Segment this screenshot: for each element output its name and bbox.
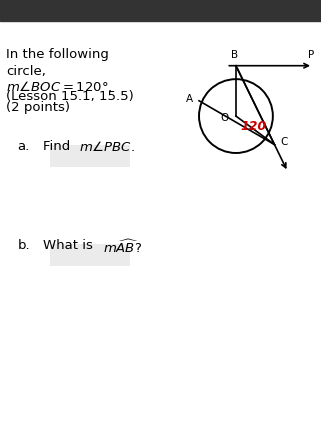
Bar xyxy=(0,0,321,21)
Text: What is: What is xyxy=(43,239,98,252)
Text: a.: a. xyxy=(18,140,30,153)
Text: B: B xyxy=(231,50,238,60)
Text: P: P xyxy=(308,50,314,60)
Text: Find: Find xyxy=(43,140,75,153)
Text: C: C xyxy=(280,138,288,147)
Text: $m\angle BOC = 120°.$: $m\angle BOC = 120°.$ xyxy=(6,80,112,94)
Text: $m\angle PBC.$: $m\angle PBC.$ xyxy=(79,140,134,154)
Text: $m\widehat{AB}$?: $m\widehat{AB}$? xyxy=(103,239,142,256)
Text: (2 points): (2 points) xyxy=(6,101,70,114)
Text: circle,: circle, xyxy=(6,65,46,78)
Text: In the following: In the following xyxy=(6,48,108,61)
Text: A: A xyxy=(186,94,193,103)
Text: 120: 120 xyxy=(241,120,267,134)
Text: b.: b. xyxy=(18,239,30,252)
Text: O: O xyxy=(221,113,229,123)
Bar xyxy=(50,145,130,167)
Text: (Lesson 15.1, 15.5): (Lesson 15.1, 15.5) xyxy=(6,90,134,103)
Bar xyxy=(50,244,130,266)
